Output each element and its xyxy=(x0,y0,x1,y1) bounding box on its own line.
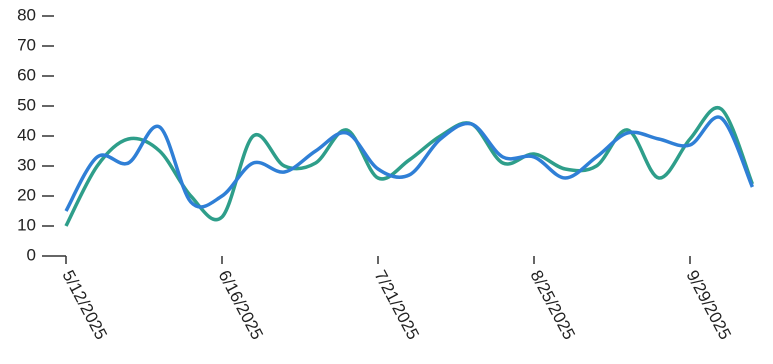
x-tick-label: 7/21/2025 xyxy=(371,267,423,343)
y-tick-label: 20 xyxy=(17,185,36,204)
x-tick-label: 6/16/2025 xyxy=(215,267,267,343)
series-line xyxy=(64,105,755,227)
y-tick-label: 70 xyxy=(17,35,36,54)
y-tick-label: 30 xyxy=(17,155,36,174)
series-line xyxy=(64,115,755,212)
x-tick-label: 9/29/2025 xyxy=(683,267,735,343)
y-tick-label: 10 xyxy=(17,215,36,234)
y-tick-label: 0 xyxy=(27,245,36,264)
y-tick-label: 50 xyxy=(17,95,36,114)
y-tick-label: 80 xyxy=(17,5,36,24)
x-tick-label: 5/12/2025 xyxy=(59,267,111,343)
y-tick-label: 60 xyxy=(17,65,36,84)
y-tick-label: 40 xyxy=(17,125,36,144)
x-tick-label: 8/25/2025 xyxy=(527,267,579,343)
